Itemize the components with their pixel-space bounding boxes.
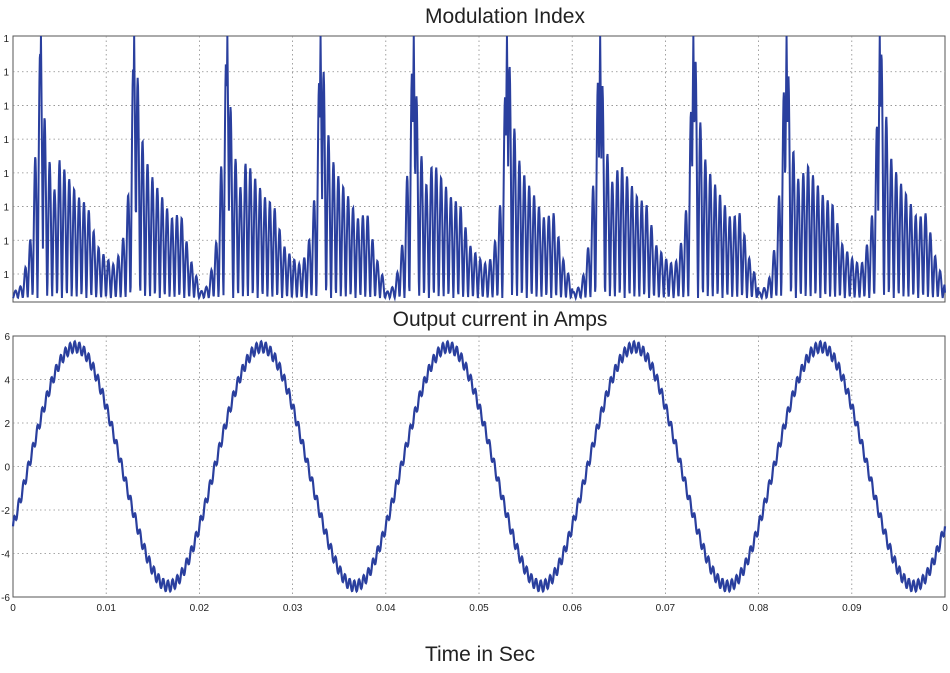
output-current-title: Output current in Amps (393, 308, 608, 331)
y-tick-label: 1 (3, 68, 9, 79)
y-tick-label: 1 (3, 34, 9, 45)
x-tick-label: 0.04 (376, 603, 396, 614)
modulation-index-series-line (12, 35, 946, 302)
y-tick-label: 6 (4, 332, 10, 343)
output-current-x-ticks: 0 0.01 0.02 0.03 0.04 0.05 0.06 0.07 0.08 0.09 0 (10, 603, 948, 614)
y-tick-label: -6 (1, 593, 10, 604)
y-tick-label: 1 (3, 135, 9, 146)
output-current-series-line (11, 339, 947, 594)
x-tick-label: 0.05 (469, 603, 489, 614)
y-tick-label: 4 (4, 376, 10, 387)
x-tick-label: 0 (10, 603, 16, 614)
x-tick-label: 0.08 (749, 603, 769, 614)
x-tick-label: 0.09 (842, 603, 862, 614)
y-tick-label: -4 (1, 550, 10, 561)
modulation-index-y-ticks: 1 1 1 1 1 1 1 1 (3, 34, 9, 281)
modulation-index-chart: Modulation Index 1 1 1 1 1 1 1 1 (3, 5, 946, 303)
output-current-y-ticks: -6 -4 -2 0 2 4 6 (1, 332, 10, 604)
output-current-grid (13, 336, 945, 597)
y-tick-label: 1 (3, 169, 9, 180)
y-tick-label: 0 (4, 463, 10, 474)
x-axis-label: Time in Sec (425, 643, 535, 666)
x-tick-label: 0.01 (96, 603, 116, 614)
y-tick-label: 1 (3, 236, 9, 247)
y-tick-label: 1 (3, 270, 9, 281)
x-tick-label: 0.02 (190, 603, 210, 614)
x-tick-label: 0.03 (283, 603, 303, 614)
modulation-index-title: Modulation Index (425, 5, 585, 28)
y-tick-label: -2 (1, 506, 10, 517)
x-tick-label: 0 (942, 603, 948, 614)
y-tick-label: 1 (3, 203, 9, 214)
y-tick-label: 1 (3, 101, 9, 112)
x-tick-label: 0.07 (656, 603, 676, 614)
y-tick-label: 2 (4, 419, 10, 430)
x-tick-label: 0.06 (562, 603, 582, 614)
